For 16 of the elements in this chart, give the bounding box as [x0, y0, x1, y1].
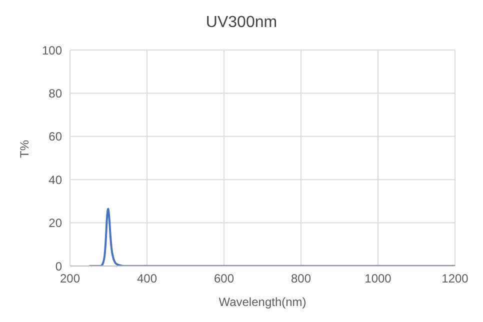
line-series: [88, 208, 455, 266]
chart-title: UV300nm: [204, 13, 278, 33]
y-tick-label: 100: [42, 43, 62, 58]
y-tick-label: 40: [48, 172, 62, 187]
x-axis-title: Wavelength(nm): [218, 295, 306, 309]
y-axis-title: T%: [17, 140, 32, 158]
x-tick-label: 600: [214, 272, 234, 286]
y-tick-label: 60: [48, 130, 62, 144]
y-tick-label: 0: [55, 259, 62, 274]
x-tick-label: 1000: [364, 272, 392, 286]
x-tick-label: 800: [290, 272, 312, 286]
x-tick-label: 200: [60, 272, 80, 286]
y-tick-label: 80: [48, 86, 62, 100]
y-tick-label: 20: [48, 216, 62, 230]
x-tick-label: 1200: [442, 272, 469, 286]
x-tick-label: 400: [136, 272, 158, 286]
